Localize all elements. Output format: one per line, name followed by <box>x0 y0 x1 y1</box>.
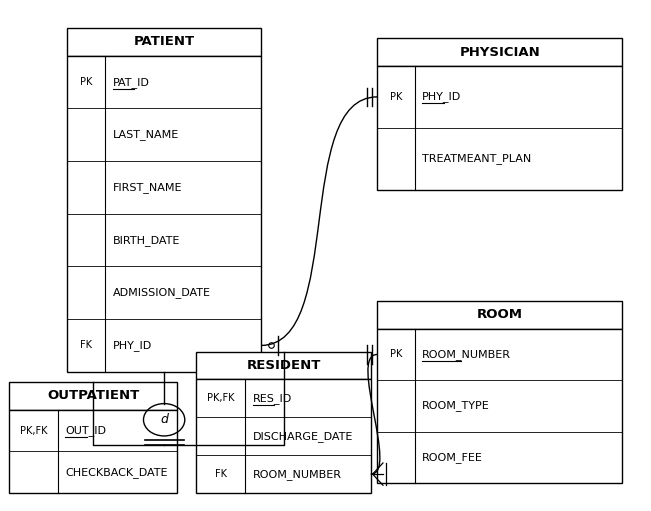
Text: RES_ID: RES_ID <box>253 393 292 404</box>
FancyBboxPatch shape <box>377 301 622 329</box>
Text: ROOM_FEE: ROOM_FEE <box>422 452 483 462</box>
Text: PHY_ID: PHY_ID <box>422 91 462 102</box>
Text: PATIENT: PATIENT <box>133 35 195 49</box>
Text: BIRTH_DATE: BIRTH_DATE <box>113 235 180 246</box>
Text: PHY_ID: PHY_ID <box>113 340 152 351</box>
Text: OUT_ID: OUT_ID <box>65 425 106 436</box>
Text: ROOM_NUMBER: ROOM_NUMBER <box>253 469 342 479</box>
Text: LAST_NAME: LAST_NAME <box>113 129 179 141</box>
FancyBboxPatch shape <box>9 410 177 493</box>
Text: ROOM_NUMBER: ROOM_NUMBER <box>422 349 511 360</box>
FancyBboxPatch shape <box>197 379 370 493</box>
FancyBboxPatch shape <box>197 352 370 379</box>
Text: PK: PK <box>390 350 402 359</box>
FancyBboxPatch shape <box>377 329 622 483</box>
FancyBboxPatch shape <box>67 28 261 56</box>
Text: FK: FK <box>80 340 92 351</box>
FancyBboxPatch shape <box>377 66 622 190</box>
Text: PK: PK <box>80 77 92 87</box>
Text: ROOM: ROOM <box>477 309 523 321</box>
Text: FK: FK <box>215 469 227 479</box>
Text: PK,FK: PK,FK <box>20 426 47 435</box>
Text: TREATMEANT_PLAN: TREATMEANT_PLAN <box>422 153 532 165</box>
Text: ADMISSION_DATE: ADMISSION_DATE <box>113 287 210 298</box>
Text: CHECKBACK_DATE: CHECKBACK_DATE <box>65 467 168 478</box>
Text: FIRST_NAME: FIRST_NAME <box>113 182 182 193</box>
Text: PHYSICIAN: PHYSICIAN <box>460 45 540 59</box>
Text: PAT_ID: PAT_ID <box>113 77 149 87</box>
Text: ROOM_TYPE: ROOM_TYPE <box>422 401 490 411</box>
Text: PK,FK: PK,FK <box>207 393 234 403</box>
FancyBboxPatch shape <box>67 56 261 371</box>
Text: d: d <box>160 413 168 426</box>
FancyBboxPatch shape <box>9 382 177 410</box>
Text: RESIDENT: RESIDENT <box>246 359 321 372</box>
FancyBboxPatch shape <box>377 38 622 66</box>
Text: PK: PK <box>390 92 402 102</box>
Text: DISCHARGE_DATE: DISCHARGE_DATE <box>253 431 353 442</box>
Text: OUTPATIENT: OUTPATIENT <box>47 389 139 402</box>
